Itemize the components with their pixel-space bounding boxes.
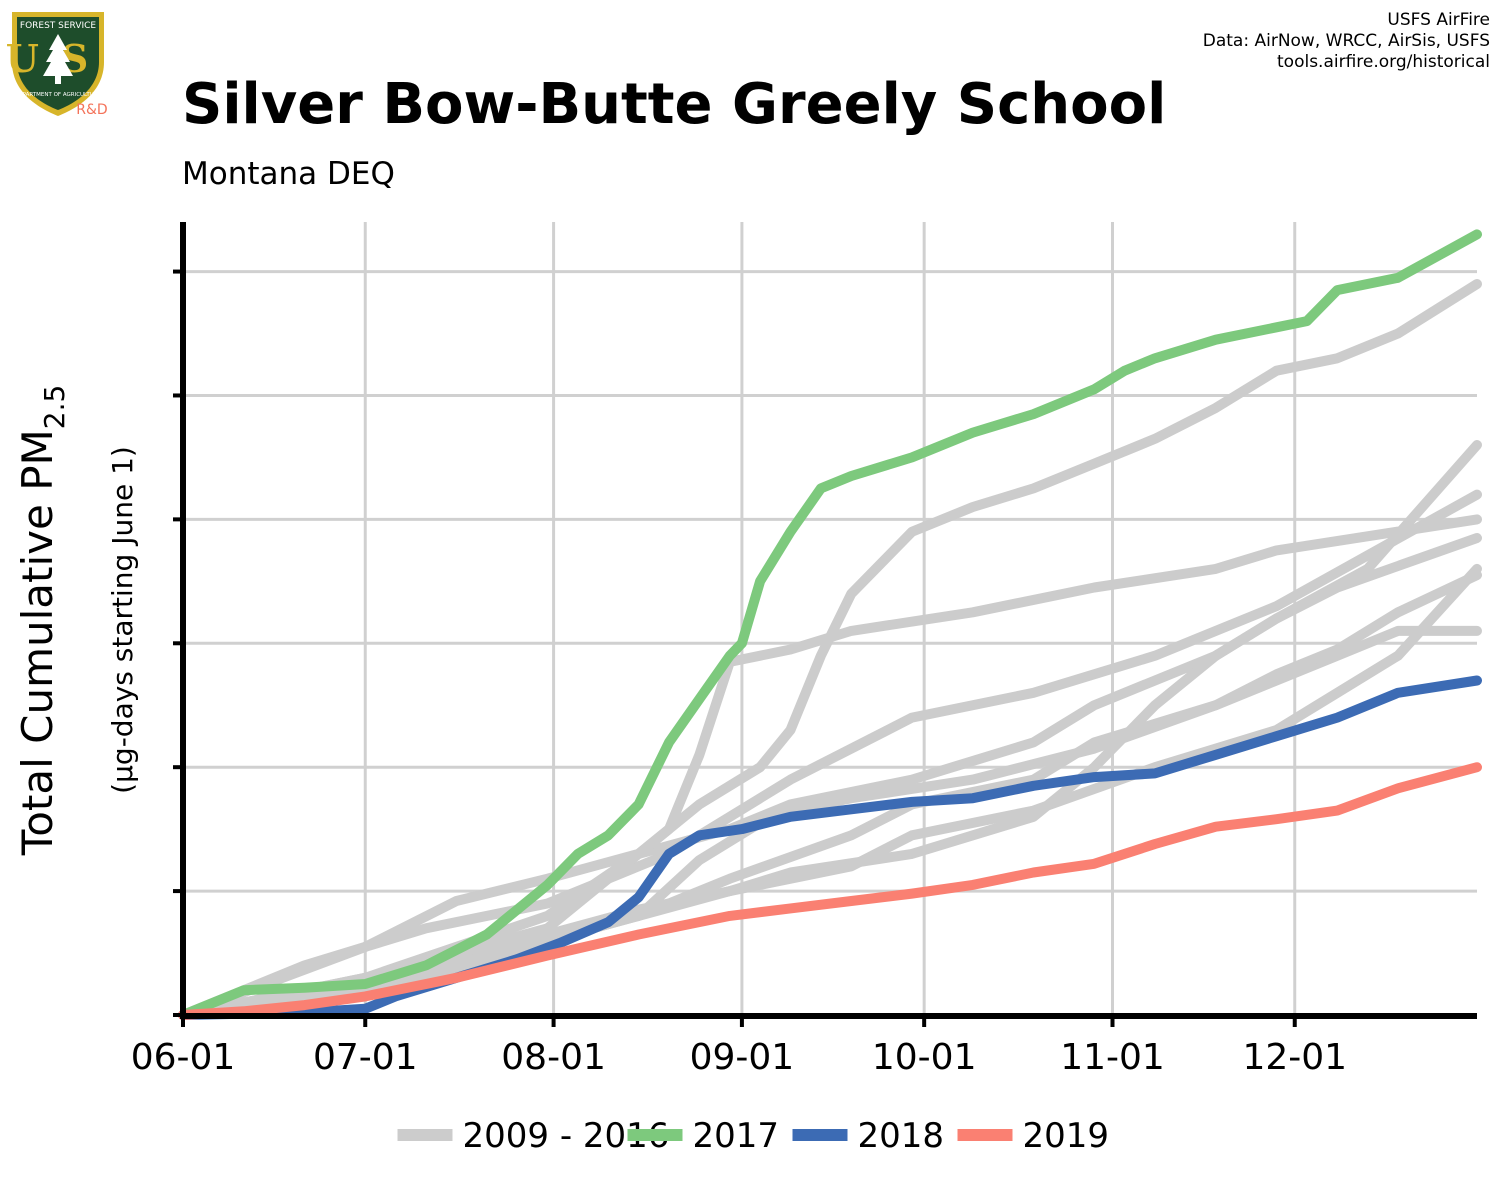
series-line-2017 [178,229,1482,1020]
series-line-2019 [178,762,1482,1020]
x-tick-label: 09-01 [690,1037,795,1078]
legend-label: 2018 [858,1116,945,1156]
x-axis-ticks: 06-01 07-01 08-01 09-01 10-01 11-01 12-01 [131,1015,1347,1078]
x-tick-label: 12-01 [1242,1037,1347,1078]
series-line-2009-2016 [178,489,1482,1020]
series-line-2009-2016 [178,514,1482,1020]
y-axis-label: Total Cumulative PM2.5 [13,385,71,857]
x-tick-label: 10-01 [872,1037,977,1078]
credit-line: Data: AirNow, WRCC, AirSis, USFS [1202,31,1490,51]
legend: 2009 - 2016 2017 2018 2019 [397,1116,1110,1156]
x-tick-label: 06-01 [131,1037,236,1078]
logo-top-text: FOREST SERVICE [20,21,97,31]
legend-label: 2017 [693,1116,780,1156]
axes [173,222,1477,1019]
forest-service-logo: FOREST SERVICE US DEPARTMENT OF AGRICULT… [6,12,108,118]
data-credits: USFS AirFire Data: AirNow, WRCC, AirSis,… [1203,10,1490,73]
y-axis-label-subscript: 2.5 [38,385,71,430]
series-lines [178,229,1482,1020]
x-tick-label: 07-01 [313,1037,418,1078]
y-axis-units: (µg-days starting June 1) [106,446,139,794]
credit-line: tools.airfire.org/historical [1277,52,1490,72]
chart-title: Silver Bow-Butte Greely School [182,72,1167,137]
credit-line: USFS AirFire [1387,10,1490,30]
logo-bottom-text: DEPARTMENT OF AGRICULTURE [15,92,102,98]
legend-label: 2019 [1023,1116,1110,1156]
tree-icon [43,34,73,84]
series-line-2009-2016 [178,279,1482,1020]
y-axis-label-main: Total Cumulative PM [13,429,62,856]
x-tick-label: 08-01 [501,1037,606,1078]
x-tick-label: 11-01 [1060,1037,1165,1078]
logo-badge: R&D [76,102,107,118]
chart-subtitle: Montana DEQ [182,156,395,192]
